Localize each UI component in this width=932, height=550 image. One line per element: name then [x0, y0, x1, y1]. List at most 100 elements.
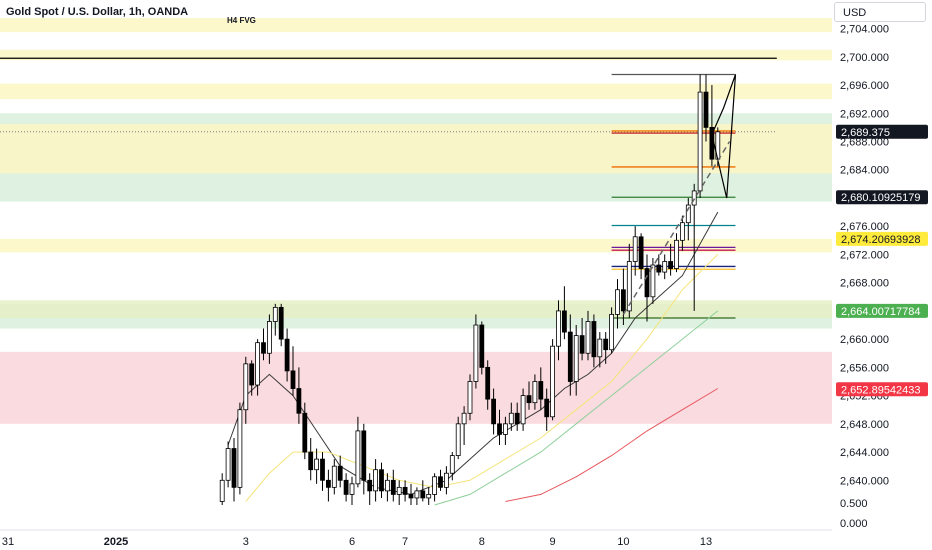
projection-path — [711, 74, 737, 199]
candle-body — [538, 381, 544, 400]
candle-body — [691, 190, 697, 206]
candle-body — [573, 335, 579, 382]
candle-body — [331, 465, 337, 488]
candle — [249, 360, 255, 396]
candle — [556, 300, 561, 361]
price-tag: 2,652.89542433 — [836, 382, 928, 397]
candle-body — [644, 268, 650, 298]
candle-body — [532, 381, 538, 404]
candle — [379, 462, 384, 498]
candle — [562, 286, 567, 340]
candle — [278, 303, 284, 347]
candle-body — [390, 479, 396, 495]
currency-button[interactable]: USD — [834, 2, 926, 22]
candle — [520, 388, 526, 431]
candle-body — [231, 448, 237, 488]
candle — [674, 233, 679, 273]
candle-body — [255, 342, 261, 386]
candle — [485, 360, 491, 410]
candle — [355, 416, 361, 488]
candle-body — [650, 264, 656, 298]
candle — [225, 441, 231, 488]
y-tick-label: 2,676.000 — [840, 221, 889, 233]
trend-line-dashed — [622, 141, 731, 315]
candle-body — [674, 239, 679, 269]
candle — [308, 437, 314, 481]
candle — [432, 473, 438, 502]
candle-body — [449, 455, 455, 474]
candle — [266, 314, 272, 364]
candle — [691, 183, 697, 311]
price-tag: 2,664.00717784 — [836, 303, 928, 318]
zone-yellow — [0, 18, 832, 33]
candle-body — [266, 321, 272, 354]
candle-body — [703, 91, 709, 128]
candle-body — [526, 395, 532, 404]
candle — [626, 243, 632, 318]
candle-body — [603, 338, 609, 351]
candle-body — [461, 412, 467, 425]
candle — [367, 473, 373, 505]
candle-body — [662, 261, 668, 273]
y-tick-label: 2,672.000 — [840, 249, 889, 261]
price-tag-bg — [836, 190, 928, 205]
candle — [302, 402, 308, 460]
x-tick-label: 6 — [349, 536, 355, 548]
candle — [615, 279, 620, 329]
candle — [567, 314, 573, 396]
candle-body — [272, 306, 278, 322]
candle-body — [467, 381, 473, 414]
candle-body — [485, 366, 491, 400]
candle — [473, 314, 479, 389]
y-tick-label: 2,660.000 — [840, 334, 889, 346]
candle-body — [585, 321, 591, 354]
candle-body — [225, 448, 231, 481]
candle — [703, 74, 709, 142]
candle — [467, 374, 473, 421]
candle-body — [479, 324, 485, 368]
candle — [373, 459, 379, 502]
y-tick-label: 2,696.000 — [840, 80, 889, 92]
candle — [255, 339, 261, 396]
candle — [544, 388, 550, 431]
candle-body — [314, 458, 320, 471]
candle — [426, 487, 432, 505]
candle — [573, 325, 579, 396]
candle — [390, 469, 396, 502]
zone-yellow — [0, 49, 832, 61]
candle — [650, 257, 656, 304]
candle-body — [320, 458, 325, 481]
candle-body — [497, 423, 502, 435]
chart-title: Gold Spot / U.S. Dollar, 1h, OANDA — [6, 6, 189, 18]
candle-body — [567, 331, 573, 382]
candle — [420, 480, 426, 502]
candle — [603, 332, 609, 364]
x-tick-label: 7 — [402, 536, 408, 548]
candle-body — [337, 465, 343, 481]
candle-body — [550, 345, 555, 418]
candle — [343, 473, 349, 502]
candle — [668, 243, 673, 276]
candle — [461, 406, 467, 446]
fvg-label: H4 FVG — [227, 16, 256, 25]
candle — [514, 402, 520, 431]
candle-body — [491, 398, 497, 425]
candle-body — [432, 476, 438, 495]
candle — [532, 374, 538, 410]
candle — [621, 268, 626, 326]
candle-body — [597, 338, 603, 358]
candle-body — [656, 264, 662, 273]
candle-body — [508, 412, 514, 425]
zone-lime — [0, 300, 832, 318]
candle — [538, 367, 544, 410]
y-tick-label: 2,640.000 — [840, 475, 889, 487]
candle — [261, 328, 266, 361]
candle-body — [296, 388, 302, 414]
candle — [497, 409, 502, 446]
x-tick-label: 10 — [617, 536, 629, 548]
candle — [349, 476, 355, 505]
candle-body — [455, 423, 461, 456]
candle-body — [408, 494, 414, 499]
drawing-layer — [622, 74, 737, 315]
